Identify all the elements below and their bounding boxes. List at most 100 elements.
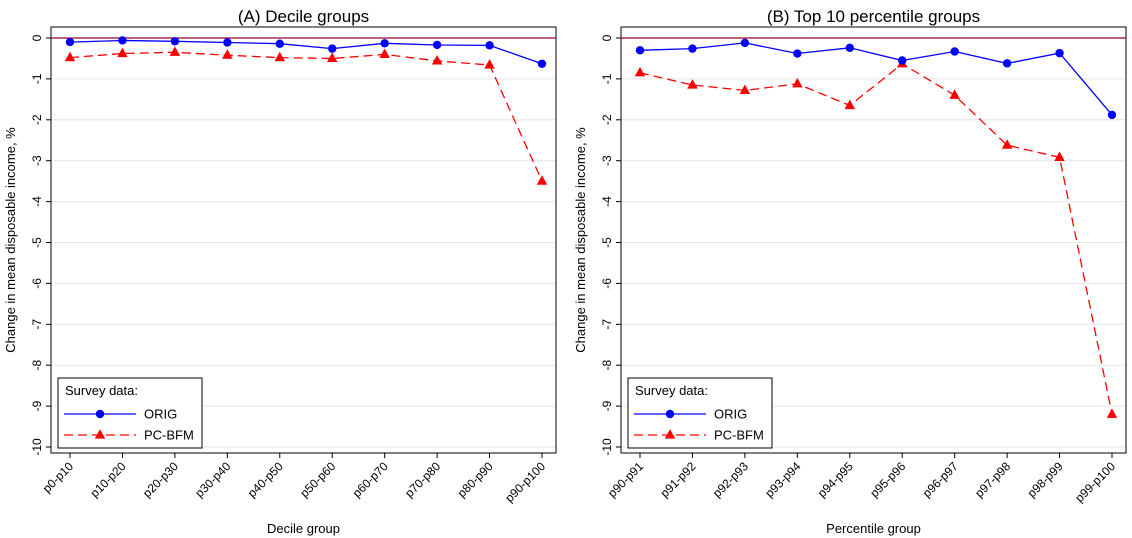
y-tick-label: -6 [30,278,44,289]
legend-label-pc-bfm: PC-BFM [714,428,764,443]
y-tick-label: -2 [30,114,44,125]
y-axis-label: Change in mean disposable income, % [3,127,18,353]
x-tick-label: p60-p70 [350,459,391,500]
data-point-pc-bfm [949,89,960,99]
x-tick-label: p40-p50 [245,459,286,500]
x-tick-label: p96-p97 [920,459,961,500]
data-point-orig [118,36,127,45]
x-tick-label: p91-p92 [658,459,699,500]
x-tick-label: p92-p93 [710,459,751,500]
data-point-pc-bfm [169,46,181,56]
chart-title: (B) Top 10 percentile groups [767,7,980,26]
series-line-pc-bfm [69,51,543,182]
x-tick-label: p10-p20 [88,459,129,500]
data-point-orig [485,41,494,50]
legend: Survey data: ORIG PC-BFM [57,377,203,449]
x-tick-label: p94-p95 [815,459,856,500]
y-tick-label: -3 [600,155,614,166]
chart-panel-b: (B) Top 10 percentile groups 0 -1 -2 -3 -4 -5 -… [573,7,1127,536]
y-tick-label: -8 [30,360,44,371]
legend-box [57,377,203,449]
legend-label-orig: ORIG [144,407,177,422]
data-point-pc-bfm [484,59,495,69]
data-point-pc-bfm [222,49,233,59]
x-tick-label: p99-p100 [1072,459,1118,505]
y-tick-label: -10 [600,438,614,456]
data-point-pc-bfm [431,55,443,65]
data-point-pc-bfm [379,48,390,58]
chart-panel-a: (A) Decile groups 0 -1 -2 -3 -4 -5 -6 -7 -8 -9 -10 p… [3,7,557,536]
data-point-pc-bfm [64,51,76,62]
data-point-pc-bfm [844,99,856,110]
series-line-orig [639,42,1113,116]
series-line-pc-bfm [639,63,1113,415]
data-point-orig [432,40,442,50]
legend-label-pc-bfm: PC-BFM [144,428,194,443]
data-point-pc-bfm [792,77,803,88]
x-tick-label: p70-p80 [402,459,443,500]
y-tick-label: -1 [600,73,614,84]
data-point-orig [1055,48,1064,58]
legend-label-orig: ORIG [714,407,747,422]
legend: Survey data: ORIG PC-BFM [627,377,773,449]
y-tick-label: -5 [30,237,44,248]
y-tick-label: -4 [600,196,614,207]
data-point-orig [537,59,547,68]
x-tick-label: p30-p40 [192,459,233,500]
x-tick-label: p90-p100 [502,459,548,505]
data-point-orig [688,44,697,53]
y-tick-label: -8 [600,360,614,371]
data-point-pc-bfm [634,66,646,77]
legend-title: Survey data: [65,383,138,398]
y-tick-label: -3 [30,155,44,166]
data-point-pc-bfm [1001,139,1013,149]
x-axis-label: Decile group [267,521,340,536]
data-point-pc-bfm [739,84,751,94]
data-point-orig [275,39,284,48]
chart-title: (A) Decile groups [238,7,369,26]
y-axis-label: Change in mean disposable income, % [573,127,588,353]
data-point-pc-bfm [536,175,548,185]
data-point-orig [898,56,907,65]
data-point-pc-bfm [117,47,128,58]
x-tick-label: p98-p99 [1025,459,1066,500]
y-tick-label: -6 [600,278,614,289]
y-tick-label: -10 [30,438,44,456]
plot-frame [620,26,1127,454]
y-tick-label: -9 [30,400,44,411]
data-point-orig [845,43,854,53]
data-point-orig [635,46,645,55]
y-tick-label: -7 [600,319,614,330]
legend-marker-orig [665,409,675,419]
y-tick-label: 0 [30,34,44,41]
plot-frame [50,26,557,454]
x-tick-label: p20-p30 [140,459,181,500]
y-tick-label: -1 [30,73,44,84]
data-point-orig [223,38,232,47]
legend-marker-pc-bfm [94,429,106,439]
data-point-pc-bfm [1054,151,1065,162]
x-tick-label: p50-p60 [297,459,338,500]
data-point-orig [170,37,180,46]
x-tick-label: p0-p10 [40,459,77,496]
data-point-orig [1107,110,1117,120]
legend-title: Survey data: [635,383,708,398]
legend-box [627,377,773,449]
legend-marker-orig [95,409,105,419]
x-tick-label: p80-p90 [455,459,496,500]
x-tick-label: p95-p96 [867,459,908,500]
data-point-orig [793,49,802,58]
x-tick-label: p90-p91 [605,459,646,500]
y-tick-label: 0 [600,34,614,41]
y-tick-label: -5 [600,237,614,248]
data-point-orig [740,38,750,48]
y-tick-label: -2 [600,114,614,125]
data-point-orig [328,44,337,53]
data-point-pc-bfm [687,79,698,89]
x-tick-label: p93-p94 [762,459,803,500]
data-point-orig [380,39,389,48]
y-tick-label: -9 [600,400,614,411]
data-point-pc-bfm [1106,408,1118,418]
data-point-orig [1002,59,1012,68]
